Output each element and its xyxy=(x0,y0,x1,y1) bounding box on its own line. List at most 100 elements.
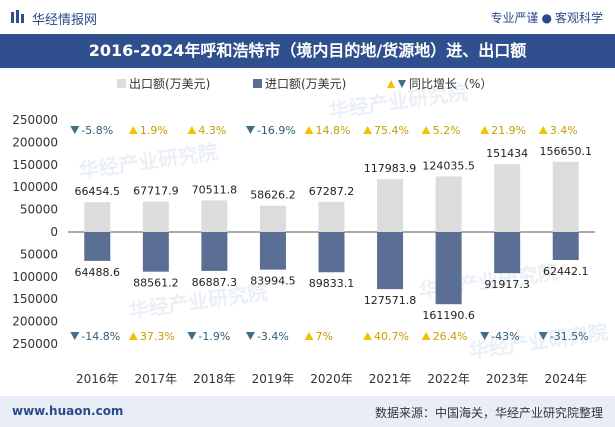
import-value-label: 83994.5 xyxy=(250,275,296,288)
x-category-label: 2019年 xyxy=(252,372,295,386)
import-growth-triangle xyxy=(128,332,138,340)
export-value-label: 151434 xyxy=(486,147,528,160)
y-tick-label: 50000 xyxy=(20,247,58,261)
import-value-label: 86887.3 xyxy=(192,276,238,289)
import-growth-label: -43% xyxy=(491,330,519,343)
import-bar xyxy=(552,232,579,260)
footer-url[interactable]: www.huaon.com xyxy=(12,404,124,418)
import-bar xyxy=(377,232,404,290)
import-bar xyxy=(435,232,462,305)
import-growth-triangle xyxy=(538,332,548,340)
import-growth-triangle xyxy=(187,332,197,340)
y-tick-label: 0 xyxy=(50,225,58,239)
legend-import-label: 进口额(万美元) xyxy=(265,77,346,91)
export-growth-label: 5.2% xyxy=(433,124,461,137)
slogan-separator: ● xyxy=(541,11,552,25)
import-growth-triangle xyxy=(70,332,80,340)
import-value-label: 91917.3 xyxy=(484,278,530,291)
x-category-label: 2024年 xyxy=(544,372,587,386)
x-category-label: 2021年 xyxy=(369,372,412,386)
legend-down-triangle xyxy=(398,80,406,88)
import-growth-label: -3.4% xyxy=(257,330,289,343)
import-bar xyxy=(318,232,345,273)
slogan-part-2: 客观科学 xyxy=(554,11,603,25)
export-bar xyxy=(494,164,521,232)
export-bar xyxy=(84,202,111,232)
import-bar xyxy=(142,232,169,272)
export-growth-triangle xyxy=(421,126,431,134)
export-bar xyxy=(377,179,404,232)
export-growth-label: -5.8% xyxy=(81,124,113,137)
x-category-label: 2023年 xyxy=(486,372,529,386)
export-value-label: 70511.8 xyxy=(192,183,238,196)
legend-export-swatch xyxy=(117,79,126,88)
y-tick-label: 100000 xyxy=(12,180,58,194)
export-growth-label: 75.4% xyxy=(374,124,409,137)
export-growth-label: 1.9% xyxy=(140,124,168,137)
y-tick-label: 150000 xyxy=(12,158,58,172)
import-growth-triangle xyxy=(245,332,255,340)
x-category-label: 2016年 xyxy=(76,372,119,386)
export-growth-label: 21.9% xyxy=(491,124,526,137)
x-category-label: 2022年 xyxy=(427,372,470,386)
import-growth-triangle xyxy=(304,332,314,340)
y-tick-label: 250000 xyxy=(12,113,58,127)
legend-export-label: 出口额(万美元) xyxy=(129,77,210,91)
export-bar xyxy=(259,205,286,232)
y-tick-label: 200000 xyxy=(12,135,58,149)
import-growth-label: -1.9% xyxy=(198,330,230,343)
import-value-label: 127571.8 xyxy=(364,294,417,307)
export-growth-triangle xyxy=(128,126,138,134)
import-growth-label: 26.4% xyxy=(433,330,468,343)
import-growth-triangle xyxy=(421,332,431,340)
export-bar xyxy=(201,200,228,232)
export-growth-triangle xyxy=(480,126,490,134)
brand-name: 华经情报网 xyxy=(32,13,98,28)
footer: www.huaon.com 数据来源：中国海关，华经产业研究院整理 xyxy=(0,396,615,427)
export-bar xyxy=(142,201,169,232)
export-growth-label: -16.9% xyxy=(257,124,296,137)
chart-title: 2016-2024年呼和浩特市（境内目的地/货源地）进、出口额 xyxy=(88,41,527,60)
y-tick-label: 150000 xyxy=(12,292,58,306)
import-value-label: 89833.1 xyxy=(309,277,355,290)
import-growth-label: 40.7% xyxy=(374,330,409,343)
import-bar xyxy=(494,232,521,274)
export-growth-label: 14.8% xyxy=(316,124,351,137)
x-category-label: 2018年 xyxy=(193,372,236,386)
data-source: 数据来源：中国海关，华经产业研究院整理 xyxy=(374,406,603,420)
import-growth-triangle xyxy=(480,332,490,340)
export-growth-triangle xyxy=(70,126,80,134)
import-value-label: 161190.6 xyxy=(422,309,475,322)
export-value-label: 67717.9 xyxy=(133,185,179,198)
export-bar xyxy=(435,176,462,232)
export-growth-label: 4.3% xyxy=(198,124,226,137)
export-bar xyxy=(318,201,345,232)
top-bar: 华经情报网 专业严谨 ● 客观科学 xyxy=(0,0,615,34)
export-value-label: 117983.9 xyxy=(364,162,417,175)
export-value-label: 58626.2 xyxy=(250,189,296,202)
export-growth-triangle xyxy=(363,126,373,134)
import-bar xyxy=(84,232,111,261)
import-value-label: 64488.6 xyxy=(75,266,121,279)
huajing-logo-icon xyxy=(11,10,24,23)
y-tick-label: 100000 xyxy=(12,270,58,284)
export-bar xyxy=(552,161,579,232)
title-bar: 2016-2024年呼和浩特市（境内目的地/货源地）进、出口额 xyxy=(0,34,615,68)
export-value-label: 66454.5 xyxy=(75,185,121,198)
y-tick-label: 200000 xyxy=(12,315,58,329)
import-bar xyxy=(259,232,286,270)
x-category-label: 2020年 xyxy=(310,372,353,386)
import-growth-triangle xyxy=(363,332,373,340)
export-growth-triangle xyxy=(538,126,548,134)
legend-up-triangle xyxy=(387,80,395,88)
export-value-label: 156650.1 xyxy=(539,145,592,158)
export-growth-triangle xyxy=(304,126,314,134)
import-growth-label: 37.3% xyxy=(140,330,175,343)
x-category-label: 2017年 xyxy=(135,372,178,386)
export-value-label: 67287.2 xyxy=(309,185,355,198)
export-growth-label: 3.4% xyxy=(550,124,578,137)
legend-growth-label: 同比增长（%） xyxy=(409,77,492,91)
export-value-label: 124035.5 xyxy=(422,159,475,172)
y-tick-label: 50000 xyxy=(20,203,58,217)
